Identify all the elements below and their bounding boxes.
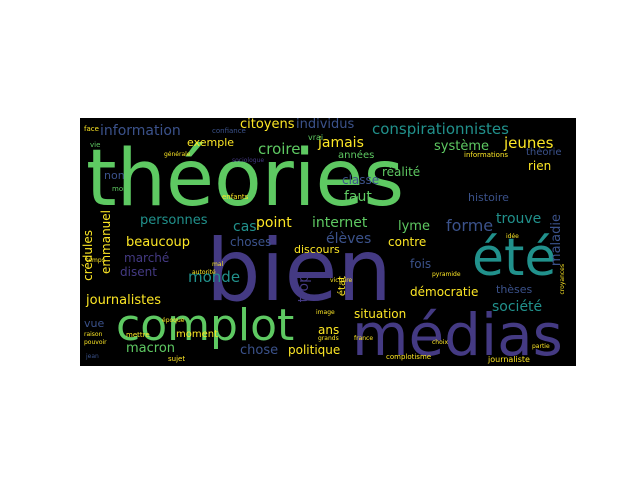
word-exemple: exemple xyxy=(187,136,235,149)
word-generale: générale xyxy=(164,151,191,158)
word-chose: chose xyxy=(240,343,279,358)
word-croyances: croyances xyxy=(559,264,566,295)
word-victoire: victoire xyxy=(330,277,353,284)
word-choix: choix xyxy=(432,339,448,346)
word-jeunes: jeunes xyxy=(504,134,554,152)
word-societe: société xyxy=(492,299,543,315)
word-beaucoup: beaucoup xyxy=(126,235,191,250)
word-mal: mal xyxy=(212,261,224,268)
word-rien: rien xyxy=(528,159,552,173)
word-raison: raison xyxy=(84,331,103,338)
word-citoyens: citoyens xyxy=(240,118,295,132)
word-confiance: confiance xyxy=(212,127,246,135)
word-monde: monde xyxy=(188,268,241,286)
word-informations: informations xyxy=(464,151,509,159)
word-theories: théories xyxy=(86,134,405,224)
word-france: france xyxy=(354,335,374,342)
word-conspirationnistes: conspirationnistes xyxy=(372,120,509,138)
word-ans: ans xyxy=(318,323,340,337)
word-journalistes: journalistes xyxy=(86,293,161,308)
word-systeme: système xyxy=(434,139,489,154)
word-theses: thèses xyxy=(496,283,533,296)
word-annees: années xyxy=(338,150,375,161)
word-theorie: théorie xyxy=(526,147,562,158)
word-face: face xyxy=(84,125,99,133)
word-faut: faut xyxy=(344,189,372,205)
word-medias: médias xyxy=(352,301,563,366)
word-temps: temps xyxy=(86,257,105,264)
word-democratie: démocratie xyxy=(410,285,479,299)
word-croire: croire xyxy=(258,140,301,158)
word-lyme: lyme xyxy=(398,219,430,234)
word-discours: discours xyxy=(294,243,340,256)
word-cas: cas xyxy=(233,219,257,235)
word-jean: jean xyxy=(86,353,99,360)
word-cloud-image: théories bien été complot médias informa… xyxy=(80,118,576,366)
word-grands: grands xyxy=(318,335,339,342)
word-emmanuel: emmanuel xyxy=(99,210,113,275)
word-trouve: trouve xyxy=(496,211,542,227)
word-information: information xyxy=(100,123,181,139)
word-mois: mois xyxy=(112,185,129,193)
word-trop: trop xyxy=(296,274,312,303)
word-sociologue: sociologue xyxy=(232,157,265,164)
word-point: point xyxy=(256,215,292,231)
word-forme: forme xyxy=(446,216,494,235)
word-personnes: personnes xyxy=(140,213,208,228)
word-vue: vue xyxy=(84,317,105,330)
word-internet: internet xyxy=(312,215,368,231)
word-politique: politique xyxy=(288,343,341,357)
word-complot: complot xyxy=(116,300,295,351)
word-bien: bien xyxy=(206,221,392,321)
word-pouvoir: pouvoir xyxy=(84,339,107,346)
word-image: image xyxy=(316,309,335,316)
word-histoire: histoire xyxy=(468,191,509,204)
word-complotisme: complotisme xyxy=(386,353,432,361)
word-fois: fois xyxy=(410,257,432,271)
word-jamais: jamais xyxy=(318,135,364,151)
word-choses: choses xyxy=(230,235,272,249)
word-disent: disent xyxy=(120,265,157,279)
word-credules: crédules xyxy=(81,230,95,281)
word-realite: réalité xyxy=(382,165,421,179)
word-marche: marché xyxy=(124,251,170,265)
word-non: non xyxy=(104,169,125,182)
word-enfants: enfants xyxy=(222,193,249,201)
word-classe: classe xyxy=(342,173,380,187)
word-autorite: autorité xyxy=(192,269,216,276)
word-journaliste: journaliste xyxy=(488,355,530,364)
word-partie: partie xyxy=(532,343,550,350)
word-pyramide: pyramide xyxy=(432,271,461,278)
word-vrai: vrai xyxy=(308,133,324,142)
word-epoque: époque xyxy=(162,317,185,324)
word-etat: état xyxy=(337,276,348,297)
word-ete: été xyxy=(472,228,557,288)
word-individus: individus xyxy=(296,118,355,132)
word-eleves: élèves xyxy=(326,231,372,247)
word-contre: contre xyxy=(388,235,427,249)
word-maladie: maladie xyxy=(549,214,564,267)
word-macron: macron xyxy=(126,341,176,356)
word-moment: moment xyxy=(176,329,219,340)
word-mettre: mettre xyxy=(126,331,150,339)
word-situation: situation xyxy=(354,307,407,321)
word-vie: vie xyxy=(90,141,101,149)
word-sujet: sujet xyxy=(168,355,186,363)
word-idee: idée xyxy=(506,233,519,240)
